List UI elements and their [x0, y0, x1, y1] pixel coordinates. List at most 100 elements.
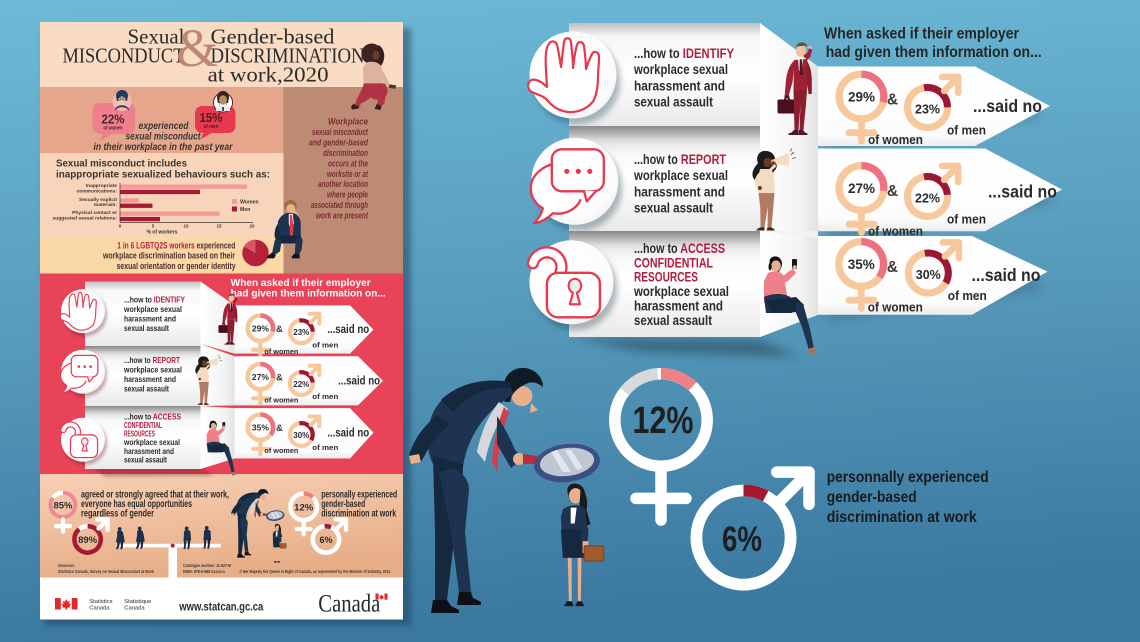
svg-text:discrimination: discrimination [323, 148, 368, 158]
svg-text:...how to REPORT: ...how to REPORT [124, 356, 180, 365]
svg-text:personally experienced: personally experienced [321, 490, 397, 501]
svg-text:CONFIDENTIAL: CONFIDENTIAL [634, 255, 713, 270]
svg-text:had given them information on.: had given them information on... [231, 289, 386, 300]
svg-text:6%: 6% [320, 535, 333, 545]
svg-text:RESOURCES: RESOURCES [124, 430, 155, 439]
svg-text:Canada: Canada [89, 606, 110, 612]
svg-text:Gender-based: Gender-based [211, 25, 336, 49]
svg-text:Source:: Source: [58, 563, 76, 568]
svg-text:MISCONDUCT: MISCONDUCT [63, 44, 185, 68]
svg-text:&: & [887, 183, 898, 200]
svg-text:gender-based: gender-based [321, 499, 365, 510]
svg-text:Sexually explicit: Sexually explicit [79, 197, 117, 203]
svg-text:communications:: communications: [77, 188, 118, 194]
svg-text:Canada: Canada [124, 606, 145, 612]
svg-text:...said no: ...said no [988, 182, 1057, 202]
svg-text:discrimination at work: discrimination at work [321, 509, 396, 520]
svg-text:harassment and: harassment and [124, 314, 176, 323]
svg-text:agreed or strongly agreed that: agreed or strongly agreed that at their … [81, 490, 229, 501]
svg-text:85%: 85% [54, 500, 73, 510]
svg-text:Physical contact or: Physical contact or [72, 210, 117, 216]
svg-text:and gender-based: and gender-based [309, 137, 368, 147]
svg-text:sexual assault: sexual assault [634, 313, 712, 328]
svg-text:When asked if their employer: When asked if their employer [231, 278, 371, 289]
svg-text:27%: 27% [848, 181, 875, 196]
svg-text:sexual assault: sexual assault [124, 455, 167, 464]
svg-text:of men: of men [312, 340, 338, 349]
svg-text:...said no: ...said no [973, 96, 1042, 116]
svg-text:of men: of men [947, 123, 986, 138]
svg-text:23%: 23% [293, 328, 310, 337]
svg-text:workplace sexual: workplace sexual [633, 61, 728, 77]
svg-text:Statistics Canada, Survey on S: Statistics Canada, Survey on Sexual Misc… [58, 569, 154, 574]
svg-text:sexual misconduct: sexual misconduct [312, 127, 369, 137]
svg-text:personnally experienced: personnally experienced [827, 469, 989, 486]
svg-text:of women: of women [104, 126, 123, 132]
svg-text:12%: 12% [633, 400, 694, 442]
svg-text:www.statcan.gc.ca: www.statcan.gc.ca [178, 602, 263, 614]
svg-text:another location: another location [318, 179, 368, 189]
svg-text:&: & [276, 423, 283, 434]
svg-text:&: & [887, 92, 898, 109]
svg-text:of women: of women [264, 395, 298, 404]
svg-text:of men: of men [312, 443, 338, 452]
svg-text:sexual assault: sexual assault [634, 94, 713, 110]
svg-text:sexual assault: sexual assault [634, 200, 713, 216]
svg-text:harassment and: harassment and [124, 375, 176, 384]
svg-text:5: 5 [152, 224, 155, 229]
svg-text:of men: of men [204, 124, 219, 130]
svg-text:20: 20 [249, 224, 255, 229]
svg-text:35%: 35% [848, 257, 875, 272]
svg-text:&: & [276, 373, 283, 384]
svg-text:of women: of women [868, 132, 923, 147]
svg-text:workplace sexual: workplace sexual [123, 365, 182, 374]
svg-text:harassment and: harassment and [634, 77, 725, 93]
svg-text:12%: 12% [294, 502, 313, 512]
svg-text:35%: 35% [252, 422, 269, 432]
svg-text:of men: of men [312, 392, 338, 401]
svg-text:discrimination at work: discrimination at work [827, 509, 977, 526]
svg-text:22%: 22% [915, 191, 940, 206]
svg-text:sexual assault: sexual assault [124, 384, 169, 393]
svg-text:in their workplace in the past: in their workplace in the past year [94, 142, 234, 153]
svg-text:22%: 22% [293, 380, 310, 389]
svg-text:&: & [887, 259, 898, 276]
svg-text:sexual orientation or gender i: sexual orientation or gender identity [117, 261, 237, 271]
svg-text:...how to REPORT: ...how to REPORT [634, 151, 726, 167]
svg-text:23%: 23% [915, 102, 940, 117]
svg-text:experienced: experienced [139, 121, 190, 132]
svg-text:...how to ACCESS: ...how to ACCESS [634, 241, 725, 256]
svg-text:workplace sexual: workplace sexual [123, 438, 180, 447]
svg-text:...how to ACCESS: ...how to ACCESS [124, 412, 181, 421]
svg-text:...how to IDENTIFY: ...how to IDENTIFY [634, 45, 735, 61]
svg-text:© Her Majesty the Queen in Rig: © Her Majesty the Queen in Right of Cana… [239, 568, 390, 574]
svg-text:workplace sexual: workplace sexual [123, 305, 182, 314]
svg-text:0: 0 [119, 224, 122, 229]
svg-text:...said no: ...said no [327, 324, 369, 336]
svg-text:workplace sexual: workplace sexual [633, 167, 728, 183]
svg-text:27%: 27% [252, 372, 269, 382]
svg-text:...said no: ...said no [327, 428, 369, 440]
svg-text:of men: of men [948, 288, 987, 303]
svg-text:% of workers: % of workers [146, 230, 177, 236]
svg-text:Canada: Canada [318, 591, 380, 618]
svg-text:of women: of women [264, 446, 298, 455]
svg-text:occurs at the: occurs at the [328, 158, 368, 168]
svg-text:work are present: work are present [316, 211, 369, 221]
svg-text:worksite or at: worksite or at [327, 169, 369, 179]
svg-text:Workplace: Workplace [328, 117, 368, 127]
svg-text:When asked if their employer: When asked if their employer [824, 26, 1019, 43]
svg-text:&: & [276, 324, 283, 335]
svg-text:Sexual: Sexual [128, 25, 185, 49]
svg-text:15: 15 [216, 224, 222, 229]
svg-text:Inappropriate: Inappropriate [86, 183, 118, 189]
svg-text:suggested sexual relations:: suggested sexual relations: [53, 215, 118, 221]
svg-text:sexual misconduct: sexual misconduct [126, 132, 202, 143]
svg-text:RESOURCES: RESOURCES [634, 270, 698, 285]
svg-text:had given them information on.: had given them information on... [826, 44, 1042, 61]
svg-text:1 in 6 LGBTQ2S workers experie: 1 in 6 LGBTQ2S workers experienced [117, 241, 235, 251]
svg-text:Statistique: Statistique [124, 599, 151, 605]
svg-text:inappropriate sexualized behav: inappropriate sexualized behaviours such… [56, 169, 270, 181]
svg-text:harassment and: harassment and [634, 183, 725, 199]
svg-text:Women: Women [240, 200, 259, 206]
